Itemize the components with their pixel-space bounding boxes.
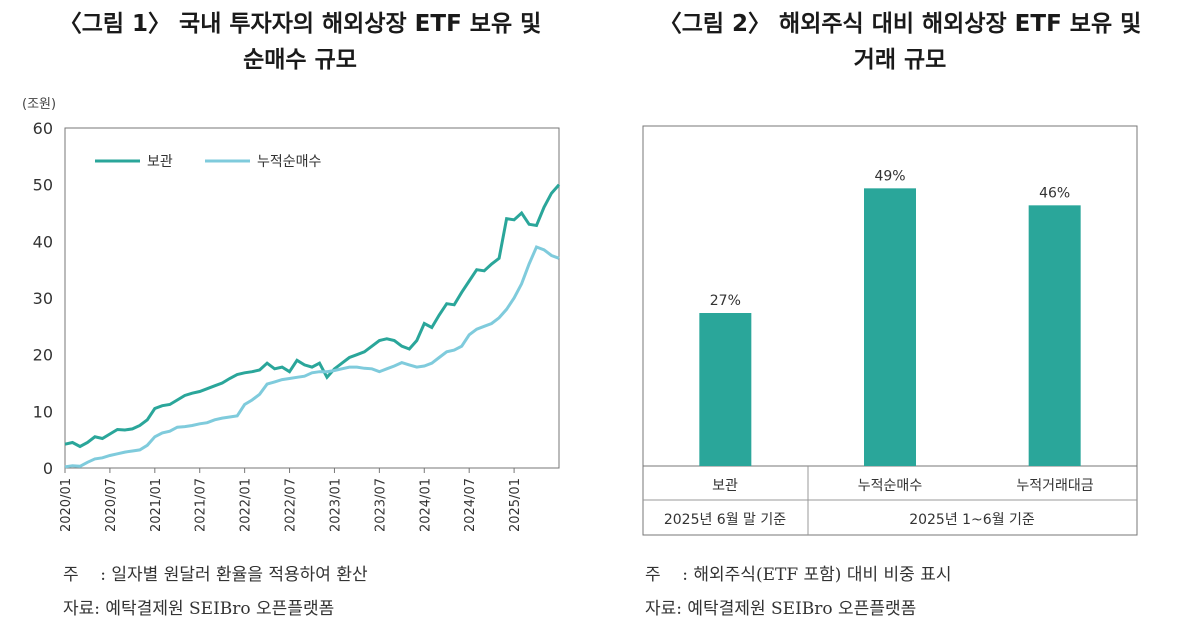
x-tick-label: 2024/07 — [463, 478, 478, 532]
bar-chart: 27%49%46% 보관 누적순매수 누적거래대금 2025년 6월 말 기준 … — [642, 125, 1138, 536]
y-tick-label: 0 — [43, 459, 53, 478]
x-tick-label: 2021/01 — [149, 478, 164, 532]
bar-1 — [699, 313, 752, 466]
series-holding-line — [64, 183, 561, 449]
x-tick-label: 2022/01 — [239, 478, 254, 532]
figure2-title-line1: 〈그림 2〉 해외주식 대비 해외상장 ETF 보유 및 — [658, 11, 1142, 37]
y-tick-label: 40 — [33, 232, 53, 251]
figure1-source: 자료: 예탁결제원 SEIBro 오픈플랫폼 — [63, 599, 335, 619]
figure2-title: 〈그림 2〉 해외주식 대비 해외상장 ETF 보유 및 거래 규모 — [600, 6, 1200, 78]
y-tick-label: 30 — [33, 289, 53, 308]
x-tick-label: 2025/01 — [508, 478, 523, 532]
x-axis-ticks: 2020/01 2020/07 2021/01 2021/07 2022/01 2022/… — [59, 468, 523, 532]
x-tick-label: 2023/01 — [328, 478, 343, 532]
x-tick-label: 2020/07 — [104, 478, 119, 532]
legend: 보관 누적순매수 — [95, 154, 322, 170]
plot-frame — [642, 125, 1138, 536]
figure1-title-line1: 〈그림 1〉 국내 투자자의 해외상장 ETF 보유 및 — [58, 11, 542, 37]
x-tick-label: 2022/07 — [284, 478, 299, 532]
y-axis-ticks: 0 10 20 30 40 50 60 — [33, 119, 53, 478]
x-tick-label: 2020/01 — [59, 478, 74, 532]
bars: 27% 49% 46% — [699, 168, 1081, 466]
table-cell-basis-june: 2025년 6월 말 기준 — [664, 512, 786, 528]
bar-data-label: 27% — [710, 293, 741, 309]
figure2-note: 주 : 해외주식(ETF 포함) 대비 비중 표시 — [645, 565, 952, 585]
table-cell-net-buy: 누적순매수 — [858, 478, 923, 494]
figure1-title: 〈그림 1〉 국내 투자자의 해외상장 ETF 보유 및 순매수 규모 — [0, 6, 600, 78]
bar-data-label: 46% — [1039, 185, 1070, 201]
x-tick-label: 2023/07 — [373, 478, 388, 532]
bar-2 — [864, 188, 916, 466]
bar-data-label: 49% — [874, 168, 905, 184]
table-cell-holding: 보관 — [712, 478, 738, 494]
y-axis-unit: (조원) — [22, 97, 57, 112]
bar-3 — [1028, 205, 1081, 466]
y-tick-label: 20 — [33, 346, 53, 365]
series-net-buy-line — [64, 245, 560, 469]
plot-frame — [64, 127, 560, 469]
x-tick-label: 2024/01 — [418, 478, 433, 532]
legend-holding-label: 보관 — [147, 154, 173, 170]
figure2-source: 자료: 예탁결제원 SEIBro 오픈플랫폼 — [645, 599, 917, 619]
table-cell-basis-jan-jun: 2025년 1~6월 기준 — [909, 512, 1035, 528]
y-tick-label: 60 — [33, 119, 53, 138]
y-tick-label: 50 — [33, 176, 53, 195]
figure1-title-line2: 순매수 규모 — [243, 47, 357, 73]
figure1-note: 주 : 일자별 원달러 환율을 적용하여 환산 — [63, 565, 368, 585]
x-tick-label: 2021/07 — [194, 478, 209, 532]
figure2-title-line2: 거래 규모 — [853, 47, 947, 73]
legend-net-buy-label: 누적순매수 — [257, 154, 322, 170]
table-cell-trade-value: 누적거래대금 — [1016, 478, 1093, 494]
line-chart: 0 10 20 30 40 50 60 2020/01 2020/07 2021/01 2021/… — [33, 119, 561, 532]
y-tick-label: 10 — [33, 402, 53, 421]
